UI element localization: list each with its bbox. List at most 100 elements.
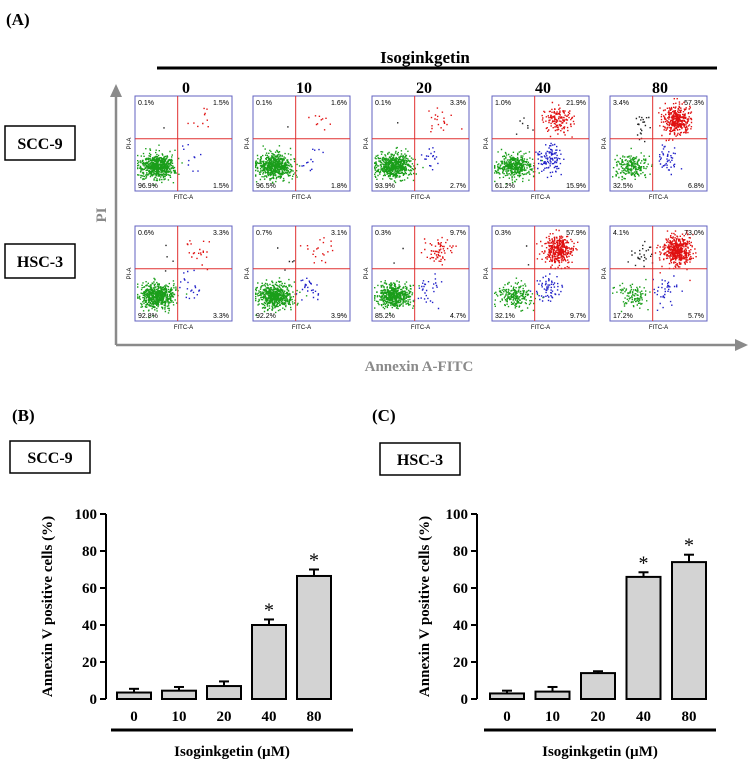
y-tick-label: 60 bbox=[453, 581, 468, 597]
y-axis-label: Annexin V positive cells (%) bbox=[417, 516, 433, 697]
flow-plot: 0.3% 9.7% 85.2% 4.7% FITC-A PI-A bbox=[364, 225, 470, 331]
flow-plot: 0.1% 1.5% 96.9% 1.5% FITC-A PI-A bbox=[127, 95, 233, 201]
conc-label: 80 bbox=[652, 80, 668, 97]
x-tick-label: 80 bbox=[682, 709, 697, 725]
plot-frame bbox=[609, 225, 708, 322]
quadrant-lr: 6.8% bbox=[688, 183, 704, 190]
quadrant-ur: 9.7% bbox=[450, 230, 466, 237]
panel-label-c: (C) bbox=[372, 406, 396, 425]
plot-x-label: FITC-A bbox=[531, 195, 550, 201]
dot-cloud bbox=[612, 278, 651, 313]
y-tick-label: 0 bbox=[461, 692, 469, 708]
dot-cloud bbox=[536, 229, 579, 270]
quadrant-ul: 0.1% bbox=[375, 100, 391, 107]
flow-plot: 0.7% 3.1% 92.2% 3.9% FITC-A PI-A bbox=[245, 225, 351, 331]
plot-x-label: FITC-A bbox=[292, 195, 311, 201]
dot-cloud bbox=[525, 245, 530, 266]
quadrant-ll: 85.2% bbox=[375, 313, 395, 320]
flow-plot: 0.3% 57.9% 32.1% 9.7% FITC-A PI-A bbox=[484, 225, 590, 331]
quadrant-lr: 4.7% bbox=[450, 313, 466, 320]
dot-cloud bbox=[299, 237, 334, 264]
plot-y-label: PI-A bbox=[602, 138, 608, 150]
dot-cloud bbox=[255, 277, 308, 316]
quadrant-lr: 2.7% bbox=[450, 183, 466, 190]
quadrant-lr: 1.8% bbox=[331, 183, 347, 190]
pi-axis-arrow bbox=[110, 84, 122, 97]
plot-y-label: PI-A bbox=[484, 268, 490, 280]
pi-axis-label: PI bbox=[94, 207, 110, 222]
flow-plot: 1.0% 21.9% 61.2% 15.9% FITC-A PI-A bbox=[484, 95, 590, 201]
panel-label-a: (A) bbox=[6, 10, 30, 29]
flow-plot: 3.4% 57.3% 32.5% 6.8% FITC-A PI-A bbox=[602, 95, 708, 201]
dot-cloud bbox=[494, 277, 544, 312]
dot-cloud bbox=[627, 240, 654, 268]
cell-line-box-c bbox=[379, 442, 461, 476]
x-axis-label: Isoginkgetin (µM) bbox=[542, 744, 658, 760]
quadrant-ll: 92.8% bbox=[138, 313, 158, 320]
cell-line-label-c: HSC-3 bbox=[397, 452, 443, 469]
dot-cloud bbox=[137, 144, 183, 186]
dot-cloud bbox=[295, 277, 320, 301]
panel-label-b: (B) bbox=[12, 406, 35, 425]
dot-cloud bbox=[308, 115, 331, 131]
quadrant-ur: 1.5% bbox=[213, 100, 229, 107]
quadrant-ll: 17.2% bbox=[613, 313, 633, 320]
plot-frame bbox=[491, 225, 590, 322]
quadrant-ll: 96.9% bbox=[138, 183, 158, 190]
dot-cloud bbox=[255, 145, 301, 184]
plot-x-label: FITC-A bbox=[649, 325, 668, 331]
bar bbox=[625, 575, 662, 701]
quadrant-ur: 57.3% bbox=[684, 100, 704, 107]
quadrant-lr: 1.5% bbox=[213, 183, 229, 190]
plot-y-label: PI-A bbox=[364, 138, 370, 150]
plot-frame bbox=[491, 95, 590, 192]
plot-frame bbox=[134, 95, 233, 192]
quadrant-lr: 15.9% bbox=[566, 183, 586, 190]
panel-a-axes: PI Annexin A-FITC bbox=[94, 84, 748, 375]
y-tick-label: 20 bbox=[453, 655, 468, 671]
plot-frame bbox=[371, 95, 470, 192]
dot-cloud bbox=[541, 101, 575, 138]
x-tick-label: 10 bbox=[545, 709, 560, 725]
y-tick-label: 60 bbox=[82, 581, 97, 597]
dot-cloud bbox=[658, 98, 693, 142]
dot-cloud bbox=[397, 122, 399, 124]
plot-y-label: PI-A bbox=[245, 138, 251, 150]
bar bbox=[296, 574, 332, 700]
annexin-axis-arrow bbox=[735, 339, 748, 351]
plot-x-label: FITC-A bbox=[174, 325, 193, 331]
dot-cloud bbox=[187, 107, 209, 128]
plot-frame bbox=[252, 95, 351, 192]
x-tick-label: 20 bbox=[591, 709, 606, 725]
plot-x-label: FITC-A bbox=[531, 325, 550, 331]
row-label-hsc3: HSC-3 bbox=[17, 254, 63, 271]
cell-line-box-b bbox=[9, 440, 91, 474]
plot-x-label: FITC-A bbox=[649, 195, 668, 201]
dot-cloud bbox=[612, 147, 653, 181]
y-tick-label: 100 bbox=[446, 507, 469, 523]
dot-cloud bbox=[137, 277, 188, 319]
x-tick-label: 40 bbox=[262, 709, 277, 725]
quadrant-lr: 9.7% bbox=[570, 313, 586, 320]
quadrant-ll: 32.1% bbox=[495, 313, 515, 320]
dot-cloud bbox=[287, 126, 289, 128]
quadrant-lr: 5.7% bbox=[688, 313, 704, 320]
quadrant-ul: 4.1% bbox=[613, 230, 629, 237]
y-axis-label: Annexin V positive cells (%) bbox=[40, 516, 56, 697]
flow-cytometry-plots: 0.1% 1.5% 96.9% 1.5% FITC-A PI-A 0.1% 1.6% 96.5%… bbox=[127, 95, 708, 331]
dot-cloud bbox=[428, 107, 463, 133]
dot-cloud bbox=[652, 275, 683, 311]
dot-cloud bbox=[277, 247, 295, 271]
dot-cloud bbox=[515, 117, 534, 135]
x-tick-label: 0 bbox=[503, 709, 511, 725]
y-tick-label: 20 bbox=[82, 655, 97, 671]
dot-cloud bbox=[374, 146, 424, 184]
plot-frame bbox=[252, 225, 351, 322]
quadrant-ul: 1.0% bbox=[495, 100, 511, 107]
concentration-labels: 0 10 20 40 80 bbox=[182, 80, 668, 97]
flow-plot: 4.1% 73.0% 17.2% 5.7% FITC-A PI-A bbox=[602, 225, 708, 331]
significance-star: * bbox=[684, 535, 694, 557]
